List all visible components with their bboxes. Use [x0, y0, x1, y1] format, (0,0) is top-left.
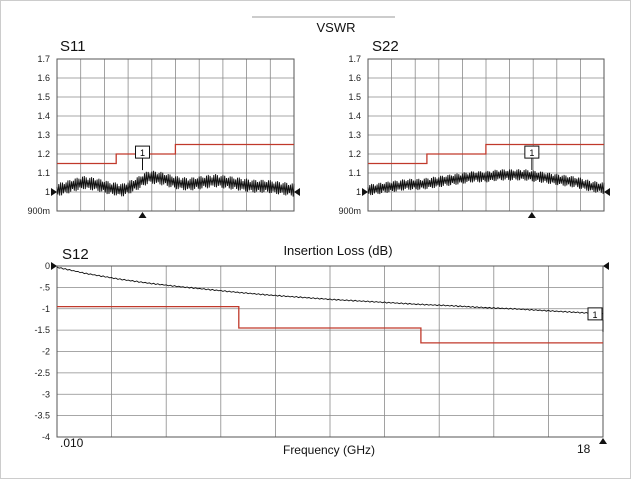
- y-tick-label: 1.3: [37, 130, 50, 140]
- y-tick-label: -1: [42, 304, 50, 314]
- y-tick-label: -.5: [39, 282, 50, 292]
- x-start-label: .010: [60, 436, 84, 450]
- y-tick-label: -4: [42, 432, 50, 442]
- y-tick-label: 1.3: [348, 130, 361, 140]
- y-tick-label: -2: [42, 347, 50, 357]
- y-tick-label: 1.5: [348, 92, 361, 102]
- marker-label-s12: 1: [592, 310, 597, 320]
- trace-s22: [367, 169, 605, 196]
- plot-frame: [56, 58, 295, 212]
- panel-label-s22: S22: [372, 38, 399, 55]
- panel-label-s11: S11: [60, 38, 86, 55]
- marker-box-s11: [134, 145, 150, 159]
- y-tick-label: -3.5: [34, 411, 50, 421]
- y-tick-label: 1.7: [348, 54, 361, 64]
- y-tick-label: 1: [45, 187, 50, 197]
- plot-s12: S12 0 -.5 -1 -1.5 -2 -2.5 -3 -3.5 -4 1: [34, 246, 609, 444]
- y-tick-label: -2.5: [34, 368, 50, 378]
- ref-arrow-right-s12: [603, 262, 609, 270]
- ref-arrow-left-s12: [51, 262, 57, 270]
- ref-arrow-left-s22: [362, 188, 368, 196]
- y-tick-label: 1: [356, 187, 361, 197]
- y-tick-label: 900m: [338, 206, 361, 216]
- vswr-title: VSWR: [317, 20, 356, 35]
- plot-frame: [367, 58, 605, 212]
- y-tick-label: 1.2: [37, 149, 50, 159]
- marker-box-s22: [524, 145, 540, 159]
- ref-arrow-left-s11: [51, 188, 57, 196]
- y-tick-label: 1.2: [348, 149, 361, 159]
- y-tick-label: 1.7: [37, 54, 50, 64]
- ref-arrow-right-s22: [604, 188, 610, 196]
- x-axis-title: Frequency (GHz): [283, 443, 375, 457]
- panel-label-s12: S12: [62, 246, 89, 263]
- y-tick-label: -1.5: [34, 325, 50, 335]
- marker-box-s12: [587, 307, 603, 321]
- trace-s12: [56, 266, 604, 315]
- plot-frame: [56, 265, 604, 438]
- x-end-label: 18: [577, 442, 591, 456]
- y-tick-label: 1.6: [348, 73, 361, 83]
- y-tick-label: 1.5: [37, 92, 50, 102]
- insertion-loss-title: Insertion Loss (dB): [283, 243, 392, 258]
- limit-line-s22: [368, 143, 604, 165]
- plot-s22: S22 1.7 1.6 1.5 1.4 1.3 1.2 1.1 1 900m 1: [338, 38, 610, 218]
- plot-s11: S11 1.7 1.6 1.5 1.4 1.3 1.2 1.1 1 900m 1: [27, 38, 300, 218]
- y-tick-label: -3: [42, 389, 50, 399]
- y-tick-label: 1.1: [348, 168, 361, 178]
- ref-arrow-bottom-s12: [599, 438, 607, 444]
- ref-arrow-bottom-s11: [138, 212, 147, 218]
- y-tick-label: 1.1: [37, 168, 50, 178]
- y-tick-label: 1.4: [348, 111, 361, 121]
- y-tick-label: 1.4: [37, 111, 50, 121]
- y-tick-label: 900m: [27, 206, 50, 216]
- marker-label-s11: 1: [140, 148, 145, 158]
- y-tick-label: 1.6: [37, 73, 50, 83]
- trace-s11: [56, 170, 295, 197]
- marker-label-s22: 1: [529, 148, 534, 158]
- ref-arrow-bottom-s22: [527, 212, 536, 218]
- y-tick-label: 0: [45, 261, 50, 271]
- limit-line-s12: [57, 305, 603, 344]
- ref-arrow-right-s11: [294, 188, 300, 196]
